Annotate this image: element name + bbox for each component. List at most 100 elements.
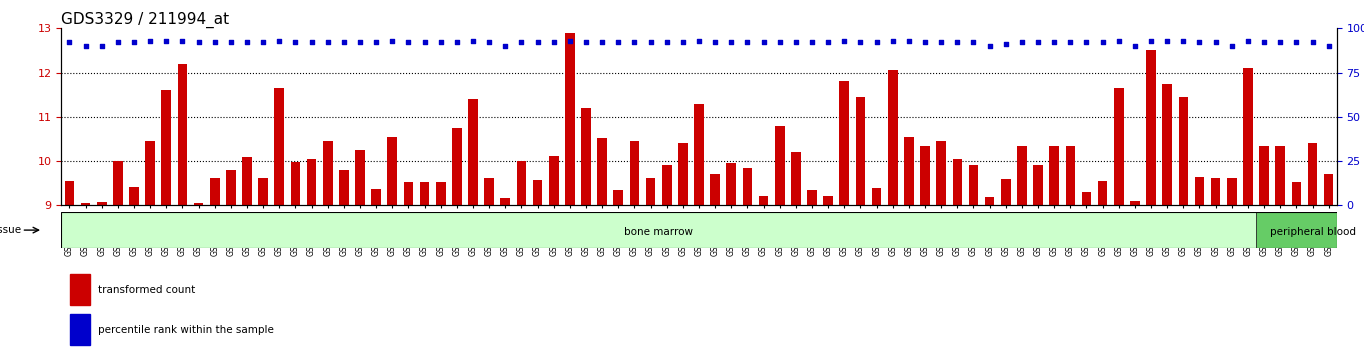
Bar — [1146, 51, 1155, 205]
Point — [720, 40, 742, 45]
Bar — [952, 159, 962, 205]
Point — [769, 40, 791, 45]
Bar — [1243, 68, 1252, 205]
Bar — [678, 143, 687, 205]
Point — [850, 40, 872, 45]
Bar — [1033, 166, 1043, 205]
Bar — [226, 170, 236, 205]
Bar — [130, 187, 139, 205]
Bar — [791, 152, 801, 205]
Bar — [711, 175, 720, 205]
Bar — [985, 198, 994, 205]
Point — [220, 40, 241, 45]
Bar — [904, 137, 914, 205]
Point — [462, 38, 484, 44]
Point — [316, 40, 338, 45]
Text: percentile rank within the sample: percentile rank within the sample — [98, 325, 274, 335]
Point — [1011, 40, 1033, 45]
Bar — [775, 126, 784, 205]
Bar — [921, 145, 930, 205]
Bar — [1275, 145, 1285, 205]
Bar — [1114, 88, 1124, 205]
Bar — [968, 166, 978, 205]
Point — [1124, 43, 1146, 49]
FancyBboxPatch shape — [1256, 212, 1364, 248]
Bar — [807, 190, 817, 205]
Bar — [548, 156, 559, 205]
Bar — [1324, 175, 1334, 205]
Point — [543, 40, 565, 45]
Bar — [727, 163, 737, 205]
Bar — [888, 70, 898, 205]
Point — [947, 40, 968, 45]
Bar — [177, 64, 187, 205]
Bar — [662, 166, 671, 205]
Point — [817, 40, 839, 45]
Text: GDS3329 / 211994_at: GDS3329 / 211994_at — [61, 12, 229, 28]
Bar — [436, 182, 446, 205]
Point — [510, 40, 532, 45]
Point — [898, 38, 919, 44]
Bar — [307, 159, 316, 205]
Bar — [824, 196, 833, 205]
Bar — [387, 137, 397, 205]
FancyBboxPatch shape — [61, 212, 1256, 248]
Point — [704, 40, 726, 45]
Point — [397, 40, 419, 45]
Bar — [1195, 177, 1204, 205]
Point — [1221, 43, 1243, 49]
Bar — [565, 33, 574, 205]
Bar — [484, 178, 494, 205]
Point — [91, 43, 113, 49]
Bar — [161, 90, 170, 205]
Point — [576, 40, 597, 45]
Point — [786, 40, 807, 45]
Point — [75, 43, 97, 49]
Point — [285, 40, 307, 45]
Bar — [597, 138, 607, 205]
Point — [753, 40, 775, 45]
Text: transformed count: transformed count — [98, 285, 195, 295]
Point — [1027, 40, 1049, 45]
Bar — [97, 202, 106, 205]
Bar — [1065, 145, 1075, 205]
Bar — [581, 108, 591, 205]
Point — [59, 40, 80, 45]
Bar — [517, 161, 527, 205]
Bar — [645, 178, 656, 205]
Point — [349, 40, 371, 45]
Point — [1043, 40, 1065, 45]
Bar — [113, 161, 123, 205]
Point — [139, 38, 161, 44]
Point — [672, 40, 694, 45]
Bar — [1018, 145, 1027, 205]
Bar — [420, 182, 430, 205]
Point — [446, 40, 468, 45]
Point — [1254, 40, 1275, 45]
Point — [1173, 38, 1195, 44]
Bar — [70, 314, 90, 345]
Point — [656, 40, 678, 45]
Point — [252, 40, 274, 45]
Bar — [1049, 145, 1058, 205]
Bar — [468, 99, 477, 205]
Point — [687, 38, 709, 44]
Point — [623, 40, 645, 45]
Bar — [936, 141, 947, 205]
Bar — [1098, 181, 1108, 205]
Bar — [70, 274, 90, 305]
Bar — [1292, 182, 1301, 205]
Point — [188, 40, 210, 45]
Point — [300, 40, 322, 45]
Point — [1076, 40, 1098, 45]
Bar — [501, 198, 510, 205]
Point — [430, 40, 451, 45]
Bar — [694, 103, 704, 205]
Bar — [258, 178, 267, 205]
Point — [333, 40, 355, 45]
Bar — [630, 141, 640, 205]
Point — [1060, 40, 1082, 45]
Point — [930, 40, 952, 45]
Point — [1108, 38, 1129, 44]
Point — [801, 40, 822, 45]
